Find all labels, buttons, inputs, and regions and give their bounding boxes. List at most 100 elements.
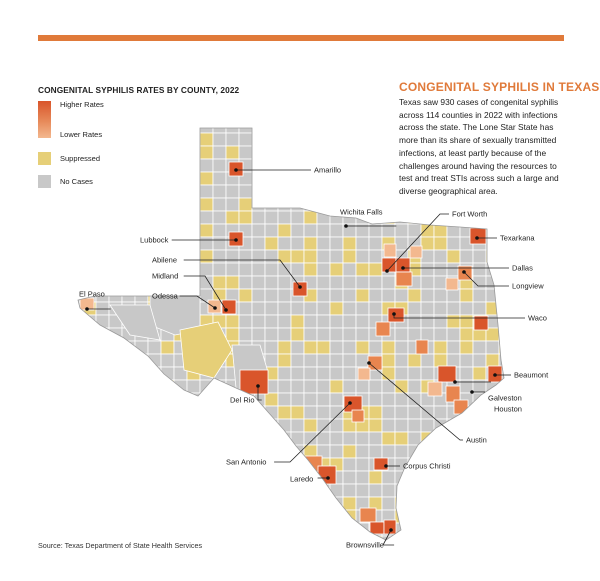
county bbox=[485, 444, 500, 459]
county bbox=[212, 470, 227, 485]
county-with-rate bbox=[317, 465, 337, 485]
county bbox=[290, 236, 305, 251]
county bbox=[121, 132, 136, 147]
county bbox=[160, 132, 175, 147]
county bbox=[368, 171, 383, 186]
leader-line bbox=[368, 362, 463, 441]
county bbox=[78, 327, 84, 342]
county bbox=[277, 197, 292, 212]
county bbox=[134, 171, 149, 186]
county bbox=[186, 128, 201, 134]
county bbox=[147, 444, 162, 459]
county bbox=[486, 549, 499, 562]
county bbox=[264, 470, 279, 485]
county bbox=[290, 145, 305, 160]
county bbox=[95, 496, 110, 511]
county bbox=[433, 275, 448, 290]
city-dot bbox=[493, 373, 497, 377]
county bbox=[134, 366, 149, 381]
city-dot bbox=[367, 361, 371, 365]
county bbox=[342, 275, 357, 290]
county bbox=[329, 184, 344, 199]
city-label-midland: Midland bbox=[152, 272, 178, 281]
county bbox=[199, 483, 214, 498]
county bbox=[95, 158, 110, 173]
county bbox=[121, 262, 136, 277]
county bbox=[121, 457, 136, 472]
county bbox=[82, 197, 97, 212]
county bbox=[277, 366, 292, 381]
county bbox=[78, 431, 84, 446]
city-marker-el-paso: El Paso bbox=[79, 290, 111, 311]
county bbox=[329, 223, 344, 238]
county bbox=[303, 535, 318, 540]
county bbox=[121, 128, 136, 134]
county bbox=[330, 549, 343, 562]
city-dot bbox=[385, 269, 389, 273]
county bbox=[82, 405, 97, 420]
county bbox=[472, 184, 487, 199]
city-dot bbox=[470, 390, 474, 394]
legend-higher-label: Higher Rates bbox=[60, 100, 104, 109]
county bbox=[407, 288, 422, 303]
county bbox=[303, 210, 318, 225]
county bbox=[251, 522, 266, 537]
county bbox=[355, 236, 370, 251]
county bbox=[277, 236, 292, 251]
county bbox=[342, 288, 357, 303]
leader-line bbox=[463, 271, 509, 287]
county bbox=[95, 353, 110, 368]
county bbox=[394, 145, 409, 160]
county bbox=[238, 522, 253, 537]
county bbox=[277, 496, 292, 511]
county bbox=[186, 457, 201, 472]
county bbox=[251, 210, 266, 225]
county bbox=[121, 158, 136, 173]
county bbox=[238, 327, 253, 342]
county bbox=[420, 262, 435, 277]
county bbox=[303, 314, 318, 329]
city-dot bbox=[453, 380, 457, 384]
county bbox=[199, 509, 214, 524]
county bbox=[290, 340, 305, 355]
county bbox=[95, 301, 110, 316]
county bbox=[512, 458, 525, 471]
county bbox=[186, 275, 201, 290]
county bbox=[290, 522, 305, 537]
county bbox=[420, 132, 435, 147]
county bbox=[109, 549, 122, 562]
county bbox=[407, 132, 422, 147]
county bbox=[485, 184, 500, 199]
county bbox=[498, 184, 504, 199]
county bbox=[251, 249, 266, 264]
county bbox=[264, 236, 279, 251]
county bbox=[485, 288, 500, 303]
county bbox=[420, 509, 435, 524]
county bbox=[82, 496, 97, 511]
city-dot bbox=[344, 224, 348, 228]
county-with-rate bbox=[369, 521, 385, 535]
county bbox=[355, 457, 370, 472]
county bbox=[407, 314, 422, 329]
city-label-el-paso: El Paso bbox=[79, 290, 105, 299]
county-with-rate bbox=[381, 257, 397, 273]
county bbox=[238, 418, 253, 433]
county bbox=[134, 249, 149, 264]
county bbox=[134, 145, 149, 160]
city-marker-lubbock: Lubbock bbox=[140, 236, 238, 245]
county bbox=[420, 496, 435, 511]
county bbox=[329, 275, 344, 290]
county bbox=[186, 379, 201, 394]
county bbox=[82, 128, 97, 134]
county bbox=[303, 392, 318, 407]
county bbox=[407, 158, 422, 173]
county-with-rate bbox=[373, 457, 389, 471]
county bbox=[290, 431, 305, 446]
county bbox=[394, 223, 409, 238]
county bbox=[512, 432, 525, 445]
county bbox=[225, 314, 240, 329]
county bbox=[433, 509, 448, 524]
county bbox=[512, 536, 525, 549]
county bbox=[186, 132, 201, 147]
